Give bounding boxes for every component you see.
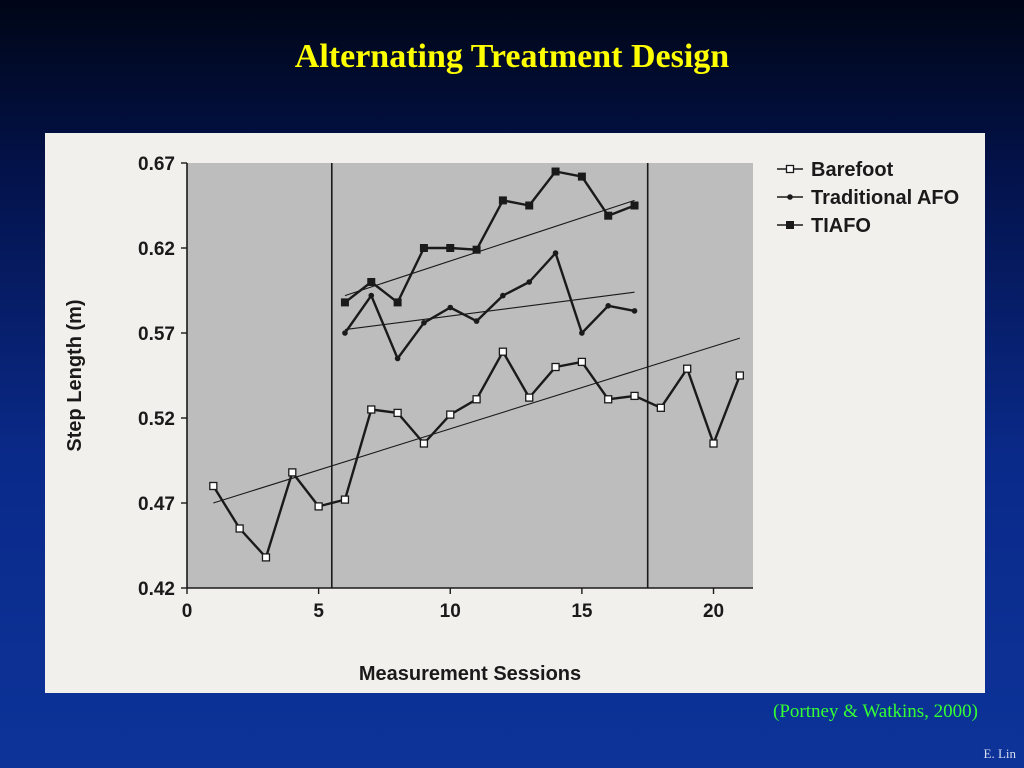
- data-point: [604, 395, 613, 404]
- data-point: [472, 245, 481, 254]
- data-point: [340, 298, 349, 307]
- data-point: [419, 439, 429, 448]
- data-point: [630, 391, 639, 401]
- x-tick-label: 5: [313, 601, 324, 622]
- data-point: [498, 196, 507, 205]
- data-point: [394, 355, 401, 362]
- y-tick-label: 0.47: [138, 494, 175, 515]
- data-point: [709, 439, 718, 448]
- data-point: [551, 167, 560, 176]
- data-point: [605, 303, 612, 309]
- y-tick-label: 0.42: [138, 579, 175, 600]
- x-tick-label: 15: [571, 601, 593, 622]
- y-tick-label: 0.67: [138, 154, 175, 175]
- data-point: [552, 250, 559, 256]
- data-point: [288, 468, 297, 477]
- x-tick-label: 20: [703, 601, 724, 622]
- x-tick-label: 0: [182, 601, 193, 622]
- legend-label: Traditional AFO: [811, 187, 959, 209]
- data-point: [604, 211, 613, 220]
- trend-line: [213, 337, 741, 504]
- x-axis-title: Measurement Sessions: [359, 663, 581, 685]
- chart-figure: 0.42 0.47 0.52 0.57 0.62 0.67 0 5 10 15 20 Measurem…: [45, 133, 985, 693]
- author-credit: E. Lin: [983, 746, 1017, 761]
- step-length-chart: 0.42 0.47 0.52 0.57 0.62 0.67 0 5 10 15 20 Measurem…: [64, 154, 959, 685]
- data-point: [472, 395, 481, 404]
- data-point: [261, 553, 271, 562]
- legend-marker: [787, 194, 793, 200]
- data-point: [656, 403, 666, 412]
- data-point: [342, 330, 348, 336]
- slide-title: Alternating Treatment Design: [294, 38, 730, 75]
- trend-line: [344, 291, 635, 331]
- data-point: [498, 347, 508, 356]
- data-point: [447, 304, 454, 311]
- data-point: [446, 410, 455, 419]
- data-point: [525, 201, 534, 210]
- data-point: [631, 308, 638, 314]
- data-point: [446, 244, 455, 252]
- data-point: [314, 502, 323, 511]
- data-point: [577, 172, 586, 181]
- x-tick-label: 10: [440, 601, 461, 622]
- y-axis-title: Step Length (m): [64, 299, 86, 451]
- trend-line: [344, 199, 635, 297]
- data-point: [526, 279, 533, 285]
- data-point: [577, 357, 587, 367]
- data-point: [421, 320, 427, 326]
- data-point: [500, 292, 506, 299]
- legend-label: Barefoot: [811, 159, 894, 181]
- legend-label: TIAFO: [811, 215, 871, 237]
- data-point: [209, 481, 218, 491]
- data-point: [419, 244, 428, 252]
- plot-area: [187, 163, 753, 588]
- data-point: [683, 364, 692, 373]
- data-point: [525, 393, 534, 402]
- y-tick-label: 0.62: [138, 239, 175, 260]
- data-point: [579, 330, 585, 336]
- data-point: [340, 495, 350, 504]
- data-point: [630, 201, 639, 210]
- series-line: [344, 170, 635, 304]
- data-point: [393, 408, 402, 418]
- legend-marker: [785, 164, 795, 174]
- data-point: [393, 298, 402, 307]
- y-tick-label: 0.57: [138, 324, 175, 345]
- series-line: [343, 251, 635, 360]
- citation: (Portney & Watkins, 2000): [773, 701, 978, 722]
- data-point: [367, 278, 376, 286]
- data-point: [368, 292, 375, 299]
- y-tick-label: 0.52: [138, 409, 175, 430]
- data-point: [367, 405, 376, 414]
- legend-marker: [786, 221, 794, 229]
- data-point: [735, 371, 744, 380]
- data-point: [551, 362, 560, 372]
- data-point: [235, 524, 244, 533]
- data-point: [473, 318, 480, 324]
